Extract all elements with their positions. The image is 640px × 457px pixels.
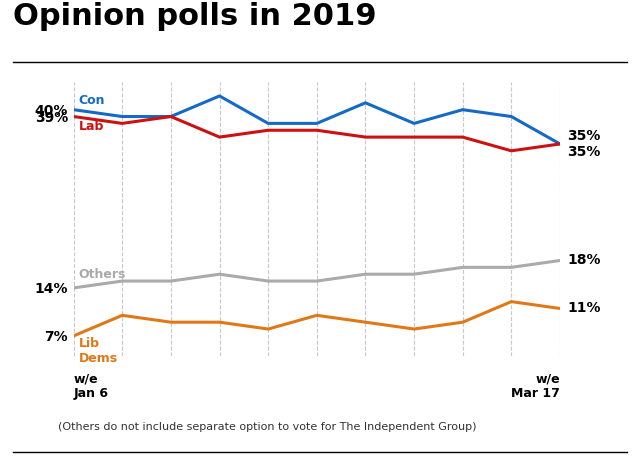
Text: PA: PA <box>572 425 599 443</box>
Text: 11%: 11% <box>567 302 600 315</box>
Text: Lib
Dems: Lib Dems <box>79 337 118 365</box>
Text: Lab: Lab <box>79 120 104 133</box>
Text: 35%: 35% <box>567 145 600 159</box>
Text: Con: Con <box>79 94 105 107</box>
Text: Opinion polls in 2019: Opinion polls in 2019 <box>13 2 376 31</box>
Text: w/e
Mar 17: w/e Mar 17 <box>511 372 560 400</box>
Text: w/e
Jan 6: w/e Jan 6 <box>74 372 109 400</box>
Text: (Others do not include separate option to vote for The Independent Group): (Others do not include separate option t… <box>58 422 476 432</box>
Text: 18%: 18% <box>567 254 600 267</box>
Text: Others: Others <box>79 268 126 281</box>
Text: 35%: 35% <box>567 128 600 143</box>
